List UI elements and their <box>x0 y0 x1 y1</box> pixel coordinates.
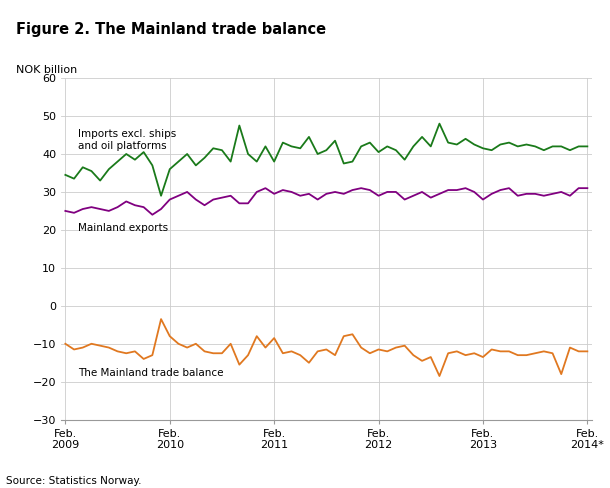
Text: Imports excl. ships
and oil platforms: Imports excl. ships and oil platforms <box>79 129 177 151</box>
Text: NOK billion: NOK billion <box>16 65 77 75</box>
Text: Source: Statistics Norway.: Source: Statistics Norway. <box>6 476 142 486</box>
Text: Figure 2. The Mainland trade balance: Figure 2. The Mainland trade balance <box>16 22 326 37</box>
Text: Mainland exports: Mainland exports <box>79 223 168 233</box>
Text: The Mainland trade balance: The Mainland trade balance <box>79 368 224 378</box>
